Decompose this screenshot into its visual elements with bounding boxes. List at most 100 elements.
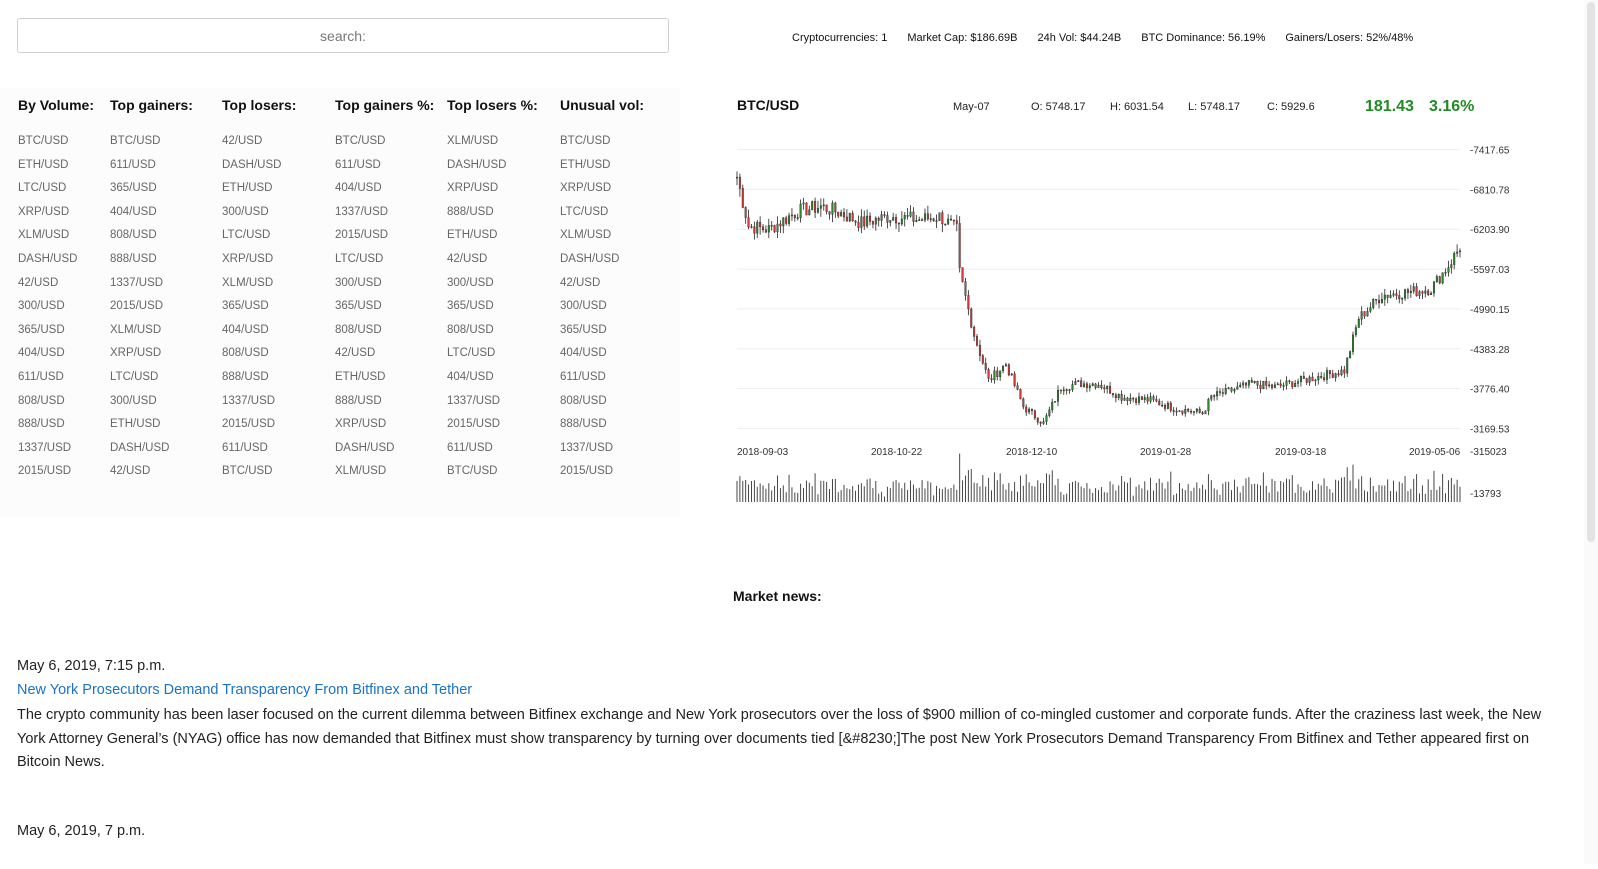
list-item[interactable]: 888/USD [335, 394, 382, 407]
list-item[interactable]: LTC/USD [560, 205, 609, 218]
list-item[interactable]: ETH/USD [222, 182, 273, 195]
list-item[interactable]: 2015/USD [335, 229, 389, 242]
list-item[interactable]: 300/USD [560, 300, 607, 313]
scrollbar-thumb[interactable] [1587, 2, 1595, 542]
list-item[interactable]: 611/USD [447, 441, 493, 454]
list-item[interactable]: XRP/USD [335, 418, 387, 431]
list-item[interactable]: 1337/USD [335, 205, 389, 218]
list-item[interactable]: 42/USD [110, 465, 151, 478]
list-item[interactable]: 1337/USD [222, 394, 276, 407]
list-item[interactable]: 404/USD [335, 182, 382, 195]
list-item[interactable]: 2015/USD [110, 300, 164, 313]
list-item[interactable]: 42/USD [18, 276, 59, 289]
list-item[interactable]: ETH/USD [18, 158, 69, 171]
list-item[interactable]: 888/USD [110, 252, 157, 265]
list-item[interactable]: 404/USD [447, 370, 494, 383]
list-item[interactable]: 888/USD [447, 205, 494, 218]
list-item[interactable]: 2015/USD [222, 418, 276, 431]
list-item[interactable]: 300/USD [335, 276, 382, 289]
list-item[interactable]: 404/USD [560, 347, 607, 360]
list-item[interactable]: 808/USD [18, 394, 65, 407]
list-item[interactable]: LTC/USD [222, 229, 271, 242]
list-item[interactable]: 365/USD [222, 300, 269, 313]
list-item[interactable]: XRP/USD [18, 205, 70, 218]
list-item[interactable]: ETH/USD [447, 229, 498, 242]
list-item[interactable]: 888/USD [560, 418, 607, 431]
list-item[interactable]: 1337/USD [110, 276, 164, 289]
list-item[interactable]: XLM/USD [447, 135, 499, 147]
list-item[interactable]: 888/USD [222, 370, 269, 383]
list-item[interactable]: XRP/USD [560, 182, 612, 195]
list-item[interactable]: DASH/USD [335, 441, 395, 454]
list-item[interactable]: 404/USD [110, 205, 157, 218]
list-item[interactable]: 1337/USD [447, 394, 501, 407]
list-item[interactable]: ETH/USD [110, 418, 161, 431]
news-headline-link[interactable] [17, 845, 1542, 869]
candle-body [1192, 411, 1195, 413]
list-item[interactable]: 300/USD [447, 276, 494, 289]
list-item[interactable]: BTC/USD [110, 135, 161, 147]
list-item[interactable]: ETH/USD [560, 158, 611, 171]
list-item[interactable]: XLM/USD [18, 229, 70, 242]
list-item[interactable]: BTC/USD [560, 135, 611, 147]
list-item[interactable]: 300/USD [18, 300, 65, 313]
list-item[interactable]: 2015/USD [560, 465, 614, 478]
market-stats-bar: Cryptocurrencies: 1 Market Cap: $186.69B… [792, 32, 1413, 44]
list-item[interactable]: 365/USD [18, 323, 65, 336]
list-item[interactable]: 808/USD [447, 323, 494, 336]
list-item[interactable]: XLM/USD [110, 323, 162, 336]
list-item[interactable]: 42/USD [335, 347, 376, 360]
list-item[interactable]: 808/USD [560, 394, 607, 407]
price-chart[interactable]: -7417.65 -6810.78 -6203.90 -5597.03 -4990.15… [730, 135, 1520, 510]
candle-body [764, 229, 767, 233]
list-item[interactable]: DASH/USD [222, 158, 282, 171]
list-item[interactable]: DASH/USD [110, 441, 170, 454]
list-item[interactable]: 42/USD [560, 276, 601, 289]
list-item[interactable]: 300/USD [222, 205, 269, 218]
list-item[interactable]: 365/USD [335, 300, 382, 313]
list-item[interactable]: 808/USD [222, 347, 269, 360]
list-item[interactable]: 888/USD [18, 418, 65, 431]
list-item[interactable]: 300/USD [110, 394, 157, 407]
list-item[interactable]: 42/USD [222, 135, 263, 147]
list-item[interactable]: 42/USD [447, 252, 488, 265]
news-headline-link[interactable]: New York Prosecutors Demand Transparency… [17, 682, 473, 698]
list-item[interactable]: BTC/USD [447, 465, 498, 478]
list-item[interactable]: DASH/USD [18, 252, 78, 265]
list-item[interactable]: 1337/USD [18, 441, 72, 454]
list-item[interactable]: BTC/USD [18, 135, 69, 147]
list-item[interactable]: ETH/USD [335, 370, 386, 383]
list-item[interactable]: XLM/USD [335, 465, 387, 478]
list-item[interactable]: XLM/USD [222, 276, 274, 289]
list-item[interactable]: XRP/USD [110, 347, 162, 360]
list-item[interactable]: 404/USD [222, 323, 269, 336]
candle-body [1097, 384, 1100, 388]
list-item[interactable]: 611/USD [335, 158, 381, 171]
list-item[interactable]: 611/USD [560, 370, 606, 383]
list-item[interactable]: BTC/USD [222, 465, 273, 478]
list-item[interactable]: DASH/USD [560, 252, 620, 265]
list-item[interactable]: 2015/USD [18, 465, 72, 478]
list-item[interactable]: LTC/USD [110, 370, 159, 383]
list-item[interactable]: 611/USD [18, 370, 64, 383]
list-item[interactable]: LTC/USD [447, 347, 496, 360]
list-item[interactable]: LTC/USD [335, 252, 384, 265]
list-item[interactable]: LTC/USD [18, 182, 67, 195]
list-item[interactable]: BTC/USD [335, 135, 386, 147]
list-item[interactable]: XRP/USD [222, 252, 274, 265]
list-item[interactable]: XRP/USD [447, 182, 499, 195]
list-item[interactable]: 365/USD [560, 323, 607, 336]
list-item[interactable]: 404/USD [18, 347, 65, 360]
list-item[interactable]: XLM/USD [560, 229, 612, 242]
list-item[interactable]: DASH/USD [447, 158, 507, 171]
list-item[interactable]: 2015/USD [447, 418, 501, 431]
list-item[interactable]: 365/USD [110, 182, 157, 195]
list-item[interactable]: 808/USD [335, 323, 382, 336]
list-item[interactable]: 808/USD [110, 229, 157, 242]
search-input[interactable] [17, 18, 669, 53]
list-item[interactable]: 611/USD [222, 441, 268, 454]
list-item[interactable]: 1337/USD [560, 441, 614, 454]
list-item[interactable]: 365/USD [447, 300, 494, 313]
list-item[interactable]: 611/USD [110, 158, 156, 171]
page-scrollbar[interactable] [1584, 0, 1598, 864]
